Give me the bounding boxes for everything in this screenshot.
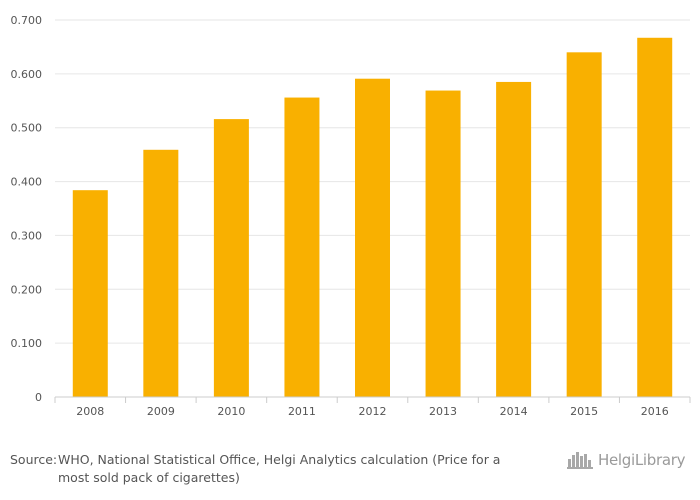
bar-2008: [72, 190, 108, 397]
bar-2011: [284, 97, 320, 397]
x-tick-label: 2014: [500, 405, 528, 418]
x-tick-label: 2015: [570, 405, 598, 418]
source-line-1: WHO, National Statistical Office, Helgi …: [58, 452, 501, 467]
y-tick-label: 0.600: [11, 68, 43, 81]
source-line-2: most sold pack of cigarettes): [58, 470, 240, 485]
bar-2014: [496, 81, 532, 397]
logo-text: HelgiLibrary: [598, 451, 686, 469]
bar-2010: [213, 119, 249, 398]
y-tick-label: 0: [35, 391, 42, 404]
y-tick-label: 0.700: [11, 14, 43, 27]
y-tick-label: 0.100: [11, 337, 43, 350]
bar-2013: [425, 90, 461, 397]
helgi-library-logo: HelgiLibrary: [567, 449, 692, 471]
y-tick-label: 0.500: [11, 122, 43, 135]
x-tick-label: 2010: [217, 405, 245, 418]
city-skyline-icon: [567, 452, 593, 469]
y-tick-label: 0.200: [11, 283, 43, 296]
x-tick-label: 2009: [147, 405, 175, 418]
y-tick-label: 0.300: [11, 229, 43, 242]
x-axis-ticks: 2008 2009 2010 2011 2012 2013 2014 2015 2016: [54, 397, 691, 418]
source-note: Source:WHO, National Statistical Office,…: [10, 451, 530, 487]
bar-2015: [566, 52, 602, 398]
bar-2012: [355, 78, 390, 397]
source-label: Source:: [10, 452, 58, 467]
bar-2009: [143, 149, 179, 397]
y-axis-ticks: 0 0.100 0.200 0.300 0.400 0.500 0.600 0.700: [11, 14, 43, 404]
bar-2016: [637, 37, 673, 397]
x-tick-label: 2011: [288, 405, 316, 418]
y-tick-label: 0.400: [11, 176, 43, 189]
bars: [72, 37, 673, 398]
x-tick-label: 2008: [76, 405, 104, 418]
x-tick-label: 2012: [359, 405, 387, 418]
x-tick-label: 2016: [641, 405, 669, 418]
x-tick-label: 2013: [429, 405, 457, 418]
